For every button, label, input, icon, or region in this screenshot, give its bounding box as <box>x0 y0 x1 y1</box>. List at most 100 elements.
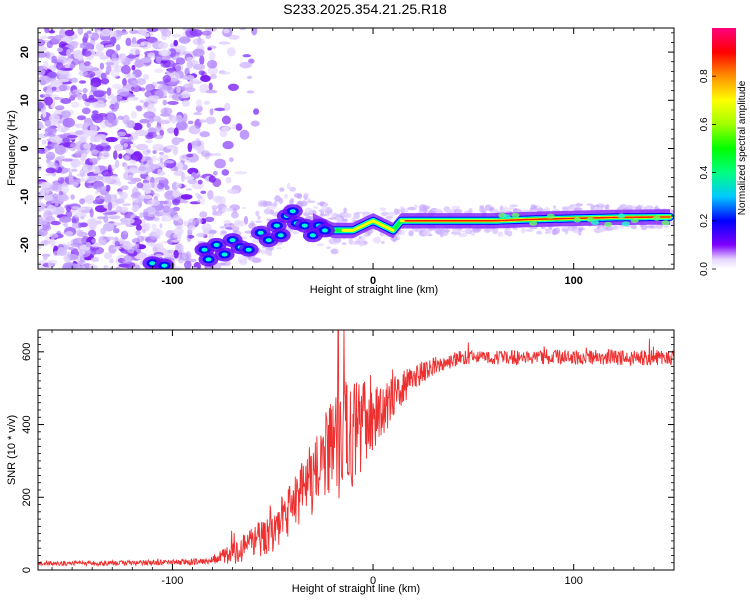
halo-blob <box>242 206 247 210</box>
noise-blob <box>45 145 52 149</box>
halo-blob <box>217 270 226 272</box>
noise-blob <box>82 88 88 94</box>
halo-blob <box>175 243 182 249</box>
halo-blob <box>358 243 367 246</box>
halo-blob <box>68 271 76 275</box>
noise-blob <box>136 105 143 112</box>
halo-blob <box>54 368 59 371</box>
colorbar-tick-label: 0.8 <box>699 69 710 83</box>
snr-panel: -100 0 100 0 200 400 600 Height of straight li… <box>6 329 675 595</box>
halo-blob <box>279 187 285 192</box>
noise-blob <box>205 116 217 125</box>
halo-blob <box>65 303 69 306</box>
halo-blob <box>123 143 128 148</box>
ridge-blob <box>661 220 670 226</box>
halo-blob <box>197 199 201 203</box>
halo-blob <box>599 226 604 232</box>
halo-blob <box>387 211 396 217</box>
halo-blob <box>144 305 152 312</box>
halo-blob <box>195 289 199 293</box>
noise-blob <box>192 38 205 46</box>
noise-blob <box>62 137 70 144</box>
halo-blob <box>171 300 177 303</box>
halo-blob <box>330 213 337 219</box>
noise-blob <box>106 64 112 74</box>
noise-blob <box>130 177 142 182</box>
noise-blob <box>130 151 143 162</box>
halo-blob <box>48 262 56 266</box>
halo-blob <box>54 316 59 319</box>
noise-blob <box>172 190 181 198</box>
halo-blob <box>130 312 137 318</box>
track-spot-center <box>201 247 208 252</box>
noise-blob <box>50 220 61 226</box>
halo-blob <box>91 150 101 154</box>
halo-blob <box>207 287 214 290</box>
noise-blob <box>104 193 112 204</box>
halo-blob <box>151 182 155 189</box>
noise-blob <box>44 51 51 59</box>
halo-blob <box>223 260 231 267</box>
halo-blob <box>372 236 382 244</box>
noise-blob <box>79 42 93 50</box>
halo-blob <box>137 370 142 374</box>
noise-blob <box>111 53 117 61</box>
halo-blob <box>177 248 182 252</box>
halo-blob <box>166 343 172 349</box>
noise-blob <box>159 129 164 137</box>
noise-blob <box>100 142 108 147</box>
noise-blob <box>209 74 217 80</box>
noise-blob <box>226 47 236 57</box>
noise-blob <box>85 98 98 103</box>
noise-blob <box>54 201 59 207</box>
halo-blob <box>593 204 600 208</box>
halo-blob <box>237 220 245 227</box>
halo-blob <box>48 323 54 329</box>
halo-blob <box>203 269 210 274</box>
halo-blob <box>458 232 468 238</box>
halo-blob <box>536 230 543 235</box>
halo-blob <box>79 265 86 269</box>
halo-blob <box>163 324 169 327</box>
noise-blob <box>81 152 87 161</box>
noise-blob <box>234 171 248 175</box>
noise-blob <box>38 38 46 47</box>
noise-blob <box>95 90 108 95</box>
halo-blob <box>286 182 291 190</box>
noise-blob <box>248 58 255 64</box>
noise-blob <box>242 54 251 58</box>
halo-blob <box>100 364 103 370</box>
noise-blob <box>130 110 137 119</box>
halo-blob <box>113 194 117 199</box>
noise-blob <box>146 122 151 128</box>
noise-blob <box>55 105 64 109</box>
halo-blob <box>131 356 138 363</box>
noise-blob <box>51 55 57 61</box>
noise-blob <box>92 165 100 174</box>
noise-blob <box>200 196 205 206</box>
noise-blob <box>82 36 88 44</box>
spectrogram-y-tick-label: -20 <box>19 237 31 253</box>
noise-blob <box>147 95 160 101</box>
snr-x-tick-label: 0 <box>370 575 376 587</box>
halo-blob <box>380 241 385 244</box>
spectrogram-x-tick-label: -100 <box>161 275 183 287</box>
halo-blob <box>120 187 127 190</box>
noise-blob <box>38 68 46 76</box>
noise-blob <box>117 181 122 187</box>
halo-blob <box>619 203 628 210</box>
noise-blob <box>221 169 230 176</box>
halo-blob <box>215 211 223 217</box>
ridge-band <box>312 209 674 239</box>
halo-blob <box>139 195 148 199</box>
noise-blob <box>57 155 65 160</box>
noise-blob <box>88 218 96 228</box>
noise-blob <box>229 157 234 163</box>
noise-blob <box>147 52 156 59</box>
halo-blob <box>226 207 233 212</box>
colorbar-ticks: 0.0 0.2 0.4 0.6 0.8 <box>699 69 716 276</box>
halo-blob <box>434 208 442 214</box>
noise-blob <box>108 244 117 254</box>
track-spot-center <box>289 209 296 214</box>
halo-blob <box>67 251 71 258</box>
